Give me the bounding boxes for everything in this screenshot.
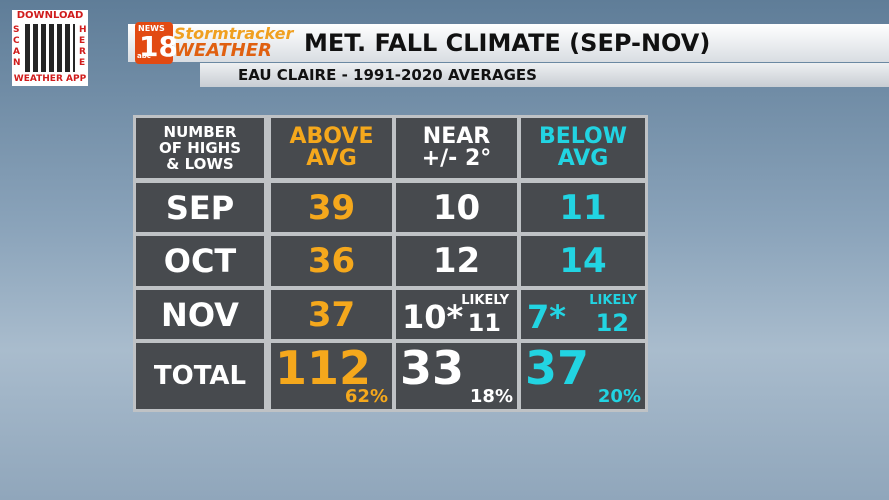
value: 33 (400, 341, 465, 395)
value: 112 (275, 341, 372, 395)
header-line: NUMBER (163, 123, 237, 141)
percent: 18% (469, 386, 513, 407)
title-bar (128, 24, 889, 62)
header-line: & LOWS (166, 155, 234, 173)
value: 37 (525, 341, 590, 395)
value-cell: 39 (271, 183, 392, 232)
qr-bottom: WEATHER APP (13, 74, 87, 84)
value-cell: 37 (271, 290, 392, 339)
row-label: NOV (136, 290, 264, 339)
logo-brand-top: Stormtracker (174, 24, 294, 43)
logo-brand-bottom: WEATHER (174, 40, 272, 61)
qr-right: HERE (79, 25, 87, 68)
row-label: OCT (136, 236, 264, 286)
header-line: BELOW (539, 124, 627, 149)
percent: 20% (597, 386, 641, 407)
subtitle: EAU CLAIRE - 1991-2020 AVERAGES (238, 66, 537, 84)
row-label: TOTAL (136, 343, 264, 409)
likely-value: 12 (595, 309, 629, 337)
header-line: NEAR (422, 124, 491, 149)
header-line: ABOVE (289, 124, 374, 149)
value-cell: 10* LIKELY 11 (396, 290, 517, 339)
logo-network: abc (137, 52, 151, 60)
header-line: AVG (306, 146, 357, 171)
value: 7* (527, 298, 566, 336)
value-cell: 10 (396, 183, 517, 232)
title: MET. FALL CLIMATE (SEP-NOV) (304, 29, 711, 57)
header-cell: NEAR +/- 2° (396, 118, 517, 178)
value-cell: 33 18% (396, 341, 517, 409)
value-cell: 36 (271, 236, 392, 286)
likely-label: LIKELY (461, 293, 509, 308)
subtitle-bar (200, 63, 889, 87)
value-cell: 11 (521, 183, 645, 232)
header-cell: NUMBER OF HIGHS & LOWS (136, 118, 264, 178)
likely-value: 11 (467, 309, 501, 337)
likely-label: LIKELY (589, 293, 637, 308)
qr-left: SCAN (13, 25, 21, 68)
qr-panel: DOWNLOAD SCAN HERE WEATHER APP (12, 10, 88, 86)
value-cell: 12 (396, 236, 517, 286)
qr-code (25, 24, 75, 72)
percent: 62% (344, 386, 388, 407)
header-line: AVG (557, 146, 609, 171)
value: 10* (402, 298, 464, 336)
header-cell: ABOVE AVG (271, 118, 392, 178)
value-cell: 14 (521, 236, 645, 286)
value-cell: 37 20% (521, 341, 645, 409)
value-cell: 112 62% (271, 341, 392, 409)
header-cell: BELOW AVG (521, 118, 645, 178)
row-label: SEP (136, 183, 264, 232)
logo-number: 18 (139, 30, 178, 63)
logo-badge: NEWS 18 abc (135, 22, 178, 64)
logo-news: NEWS (138, 24, 165, 33)
header-line: +/- 2° (421, 146, 492, 171)
qr-top: DOWNLOAD (16, 10, 84, 21)
value-cell: 7* LIKELY 12 (521, 290, 645, 339)
header-line: OF HIGHS (158, 139, 242, 157)
